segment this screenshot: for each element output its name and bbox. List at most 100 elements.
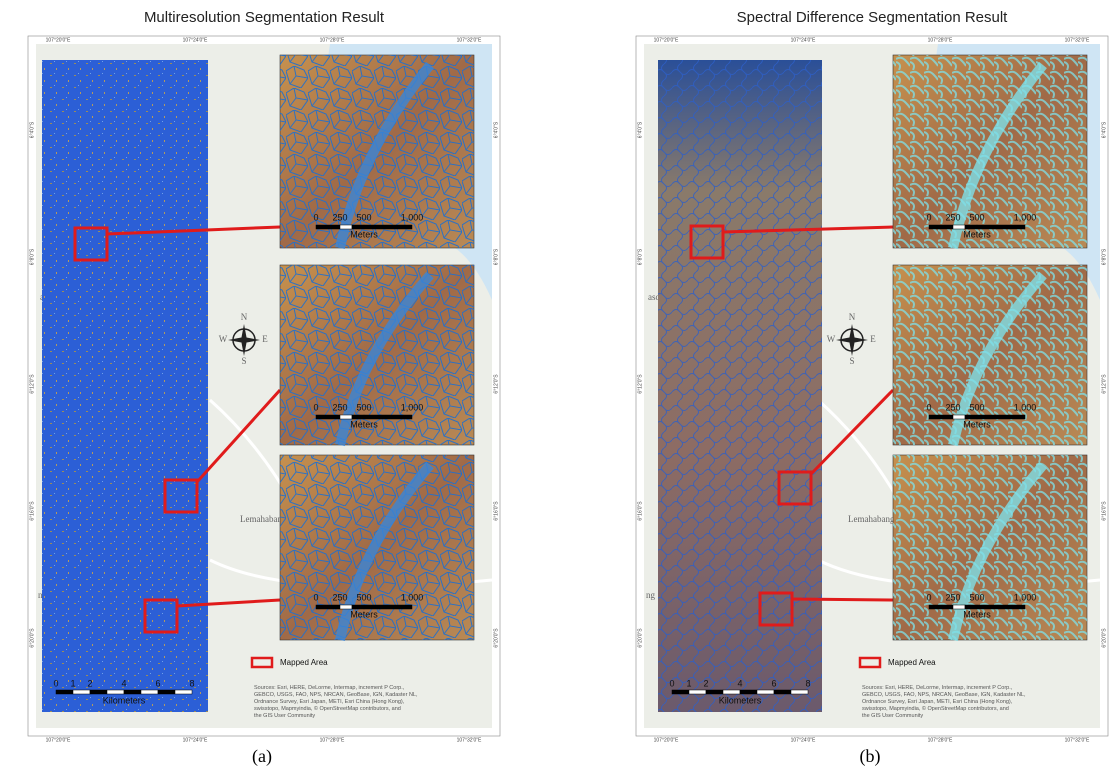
scale-label: 0 — [313, 592, 318, 602]
scale-unit: Meters — [963, 419, 991, 429]
coordinate-label: 6°16'0"S — [29, 501, 35, 521]
sources-line: the GIS User Community — [254, 713, 315, 719]
coordinate-label: 107°20'0"E — [46, 37, 71, 43]
sources-line: Sources: Esri, HERE, DeLorme, Intermap, … — [862, 685, 1013, 691]
scale-segment — [672, 690, 689, 694]
coordinate-label: 107°32'0"E — [1065, 737, 1090, 743]
scale-label: 0 — [313, 212, 318, 222]
sources-line: Sources: Esri, HERE, DeLorme, Intermap, … — [254, 685, 405, 691]
scale-unit: Kilometers — [719, 695, 762, 705]
compass-letter: N — [241, 312, 248, 322]
scale-segment — [90, 690, 107, 694]
scale-label: 8 — [805, 678, 810, 688]
scale-label: 0 — [313, 402, 318, 412]
coordinate-label: 6°8'0"S — [29, 248, 35, 265]
scale-label: 6 — [155, 678, 160, 688]
scale-segment — [141, 690, 158, 694]
scale-unit: Meters — [350, 229, 378, 239]
coordinate-label: 107°28'0"E — [320, 737, 345, 743]
scale-unit: Meters — [963, 609, 991, 619]
scale-segment — [723, 690, 740, 694]
coordinate-label: 6°12'0"S — [29, 374, 35, 394]
scale-segment — [73, 690, 90, 694]
coordinate-label: 6°16'0"S — [1101, 501, 1107, 521]
sources-line: GEBCO, USGS, FAO, NPS, NRCAN, GeoBase, I… — [862, 692, 1026, 698]
segmentation-overlay — [658, 60, 822, 712]
coordinate-label: 107°24'0"E — [791, 37, 816, 43]
scale-label: 1 — [70, 678, 75, 688]
legend-label: Mapped Area — [280, 658, 328, 667]
scale-segment — [56, 690, 73, 694]
map-panel: Spectral Difference Segmentation Result 1… — [636, 9, 1108, 767]
scale-segment — [757, 690, 774, 694]
panel-label: (b) — [860, 746, 881, 767]
coordinate-label: 6°20'0"S — [637, 628, 643, 648]
scale-label: 2 — [703, 678, 708, 688]
sources-line: the GIS User Community — [862, 713, 923, 719]
coordinate-label: 107°32'0"E — [457, 737, 482, 743]
scale-segment — [316, 225, 340, 229]
coordinate-label: 6°8'0"S — [1101, 248, 1107, 265]
scale-label: 500 — [356, 402, 371, 412]
coordinate-label: 107°28'0"E — [928, 37, 953, 43]
coordinate-label: 107°32'0"E — [457, 37, 482, 43]
scale-segment — [316, 605, 340, 609]
scale-label: 4 — [737, 678, 742, 688]
map-panel: Multiresolution Segmentation Result107°2… — [28, 9, 500, 767]
coordinate-label: 107°24'0"E — [183, 737, 208, 743]
scale-label: 250 — [945, 212, 960, 222]
scale-segment — [929, 415, 953, 419]
scale-label: 1,000 — [401, 592, 424, 602]
scale-segment — [175, 690, 192, 694]
sources-line: swisstopo, Mapmyindia, © OpenStreetMap c… — [862, 705, 1009, 712]
scale-label: 1 — [686, 678, 691, 688]
scale-segment — [316, 415, 340, 419]
scale-label: 2 — [87, 678, 92, 688]
scale-label: 1,000 — [1014, 592, 1037, 602]
coordinate-label: 6°4'0"S — [29, 121, 35, 138]
leader-line — [792, 599, 893, 600]
scale-label: 4 — [121, 678, 126, 688]
coordinate-label: 6°20'0"S — [1101, 628, 1107, 648]
scale-segment — [107, 690, 124, 694]
scale-label: 8 — [189, 678, 194, 688]
sources-line: Ordnance Survey, Esri Japan, METI, Esri … — [254, 699, 405, 705]
coordinate-label: 6°12'0"S — [637, 374, 643, 394]
scale-label: 6 — [771, 678, 776, 688]
legend-label: Mapped Area — [888, 658, 936, 667]
scale-segment — [124, 690, 141, 694]
coordinate-label: 6°8'0"S — [637, 248, 643, 265]
compass-letter: W — [219, 334, 228, 344]
coordinate-label: 6°12'0"S — [1101, 374, 1107, 394]
scale-label: 250 — [332, 212, 347, 222]
scale-segment — [791, 690, 808, 694]
coordinate-label: 6°4'0"S — [637, 121, 643, 138]
coordinate-label: 107°32'0"E — [1065, 37, 1090, 43]
scale-segment — [929, 605, 953, 609]
coordinate-label: 107°20'0"E — [654, 37, 679, 43]
coordinate-label: 6°4'0"S — [493, 121, 499, 138]
coordinate-label: 107°20'0"E — [46, 737, 71, 743]
scale-segment — [158, 690, 175, 694]
compass-letter: E — [870, 334, 876, 344]
sources-line: swisstopo, Mapmyindia, © OpenStreetMap c… — [254, 705, 401, 712]
scale-label: 500 — [969, 592, 984, 602]
scale-segment — [774, 690, 791, 694]
place-name: ng — [646, 590, 656, 600]
scale-label: 250 — [945, 592, 960, 602]
scale-label: 1,000 — [401, 212, 424, 222]
coordinate-label: 6°20'0"S — [29, 628, 35, 648]
compass-letter: S — [849, 356, 854, 366]
compass-letter: N — [849, 312, 856, 322]
scale-segment — [706, 690, 723, 694]
segmentation-image — [42, 60, 208, 712]
sources-line: GEBCO, USGS, FAO, NPS, NRCAN, GeoBase, I… — [254, 692, 418, 698]
coordinate-label: 6°8'0"S — [493, 248, 499, 265]
scale-label: 0 — [669, 678, 674, 688]
scale-label: 1,000 — [1014, 212, 1037, 222]
scale-label: 1,000 — [401, 402, 424, 412]
place-name: Lemahabang — [848, 514, 895, 524]
panel-label: (a) — [252, 746, 272, 767]
map-title: Spectral Difference Segmentation Result — [737, 9, 1009, 26]
scale-label: 250 — [332, 592, 347, 602]
